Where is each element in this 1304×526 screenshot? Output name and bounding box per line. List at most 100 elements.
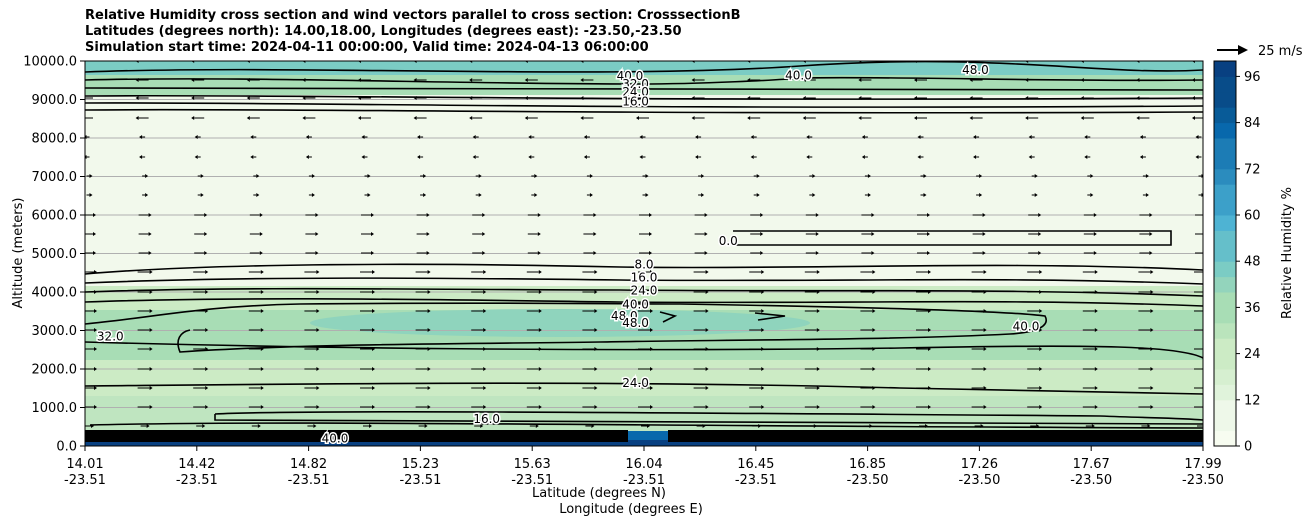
colorbar-level bbox=[1214, 199, 1236, 216]
contour-16-upper bbox=[85, 102, 1203, 108]
wind-vector bbox=[649, 213, 652, 217]
contour-label: 40.0 bbox=[785, 69, 812, 83]
wind-vector bbox=[1206, 270, 1209, 274]
colorbar-level bbox=[1214, 276, 1236, 293]
surface-dark-band-right bbox=[668, 430, 1203, 442]
wind-vector bbox=[524, 78, 528, 82]
wind-vector bbox=[927, 232, 930, 236]
wind-vector bbox=[750, 155, 754, 159]
wind-vector bbox=[94, 367, 97, 371]
wind-vector bbox=[1150, 367, 1154, 371]
wind-vector bbox=[923, 174, 927, 178]
wind-vector bbox=[589, 193, 593, 197]
wind-vector bbox=[806, 135, 810, 139]
wind-vector bbox=[760, 232, 764, 236]
wind-vector bbox=[761, 386, 765, 390]
colorbar-level bbox=[1214, 91, 1236, 108]
colorbar-level bbox=[1214, 61, 1236, 77]
wind-vector bbox=[472, 155, 476, 159]
wind-vector bbox=[93, 232, 96, 236]
y-tick-label: 4000.0 bbox=[32, 286, 78, 301]
colorbar-level bbox=[1214, 307, 1236, 324]
wind-vector bbox=[316, 347, 320, 351]
wind-vector bbox=[260, 405, 264, 409]
wind-vector bbox=[1139, 135, 1143, 139]
wind-vector bbox=[704, 251, 708, 255]
wind-vector bbox=[371, 251, 374, 255]
wind-vector bbox=[705, 386, 709, 390]
wind-vector bbox=[372, 386, 375, 390]
contour-label: 24.0 bbox=[622, 376, 649, 390]
x-tick-label-lon: -23.51 bbox=[735, 473, 777, 488]
y-axis-label: Altitude (meters) bbox=[11, 198, 26, 309]
wind-vector bbox=[756, 174, 760, 178]
wind-vector bbox=[256, 174, 260, 178]
wind-vector bbox=[982, 213, 986, 217]
wind-vector bbox=[426, 213, 430, 217]
wind-vector bbox=[816, 405, 820, 409]
wind-vector bbox=[469, 78, 473, 82]
wind-vector bbox=[372, 328, 375, 332]
wind-vector bbox=[594, 386, 598, 390]
wind-vector bbox=[594, 405, 598, 409]
wind-vector bbox=[538, 328, 542, 332]
wind-vector bbox=[427, 367, 431, 371]
contour-48-mid-right bbox=[754, 312, 786, 321]
wind-vector bbox=[928, 328, 931, 332]
chart-title: Relative Humidity cross section and wind… bbox=[85, 8, 741, 23]
wind-vector bbox=[538, 270, 542, 274]
wind-vector bbox=[1206, 328, 1209, 332]
wind-vector bbox=[135, 116, 139, 120]
wind-vector bbox=[204, 232, 208, 236]
wind-vector bbox=[482, 232, 486, 236]
colorbar-level bbox=[1214, 230, 1236, 247]
wind-vector bbox=[594, 328, 598, 332]
x-axis-label-lat: Latitude (degrees N) bbox=[532, 486, 666, 501]
colorbar-label: Relative Humidity % bbox=[1280, 187, 1295, 319]
wind-vector bbox=[316, 405, 320, 409]
wind-vector bbox=[371, 232, 374, 236]
wind-vector bbox=[872, 328, 876, 332]
wind-vector bbox=[1150, 328, 1154, 332]
wind-vector bbox=[1205, 213, 1208, 217]
wind-vector bbox=[705, 328, 709, 332]
wind-vector bbox=[483, 309, 487, 313]
wind-vector bbox=[94, 328, 97, 332]
wind-vector bbox=[472, 135, 476, 139]
contour-low-2 bbox=[89, 422, 1203, 429]
wind-vector bbox=[538, 290, 542, 294]
contour-label: 16.0 bbox=[473, 412, 500, 426]
wind-vector bbox=[979, 193, 983, 197]
wind-vector bbox=[94, 309, 97, 313]
wind-vector bbox=[802, 116, 806, 120]
wind-vector bbox=[580, 116, 584, 120]
wind-vector bbox=[538, 367, 542, 371]
wind-vector bbox=[260, 309, 264, 313]
wind-vector bbox=[89, 193, 93, 197]
x-tick-label-lat: 15.23 bbox=[402, 457, 439, 472]
wind-vector bbox=[705, 270, 709, 274]
wind-vector bbox=[417, 135, 421, 139]
wind-vector bbox=[691, 116, 695, 120]
wind-vector bbox=[1039, 367, 1043, 371]
colorbar-level bbox=[1214, 107, 1236, 124]
x-tick-label-lon: -23.50 bbox=[1070, 473, 1112, 488]
wind-vector bbox=[1094, 347, 1098, 351]
wind-vector bbox=[204, 213, 208, 217]
wind-vector bbox=[135, 96, 139, 100]
wind-vector bbox=[593, 213, 597, 217]
wind-vector bbox=[260, 386, 264, 390]
wind-vector bbox=[94, 386, 97, 390]
contour-label: 40.0 bbox=[622, 297, 649, 311]
wind-vector bbox=[427, 405, 431, 409]
contour-16-low bbox=[214, 411, 1203, 425]
colorbar-tick-label: 96 bbox=[1244, 70, 1261, 85]
wind-vector bbox=[594, 290, 598, 294]
wind-vector bbox=[1206, 386, 1209, 390]
wind-vector bbox=[816, 367, 820, 371]
wind-vector bbox=[816, 270, 820, 274]
wind-vector bbox=[538, 405, 542, 409]
wind-vector bbox=[205, 328, 209, 332]
wind-vector bbox=[149, 309, 153, 313]
